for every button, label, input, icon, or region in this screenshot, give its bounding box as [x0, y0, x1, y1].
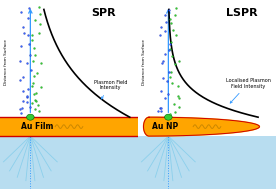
Text: Distance from Surface: Distance from Surface — [4, 40, 7, 85]
Text: SPR: SPR — [91, 8, 116, 18]
Text: Localised Plasmon
Field Intensity: Localised Plasmon Field Intensity — [226, 78, 271, 103]
Text: Plasmon Field
Intensity: Plasmon Field Intensity — [94, 80, 127, 99]
Text: Distance from Surface: Distance from Surface — [142, 40, 145, 85]
Text: LSPR: LSPR — [226, 8, 257, 18]
Bar — [138, 136, 276, 189]
Ellipse shape — [26, 114, 34, 120]
Ellipse shape — [164, 114, 172, 120]
Bar — [0, 117, 138, 136]
Bar — [0, 136, 138, 189]
Polygon shape — [144, 117, 259, 136]
Text: Au NP: Au NP — [152, 122, 178, 131]
Text: Au Film: Au Film — [21, 122, 53, 131]
